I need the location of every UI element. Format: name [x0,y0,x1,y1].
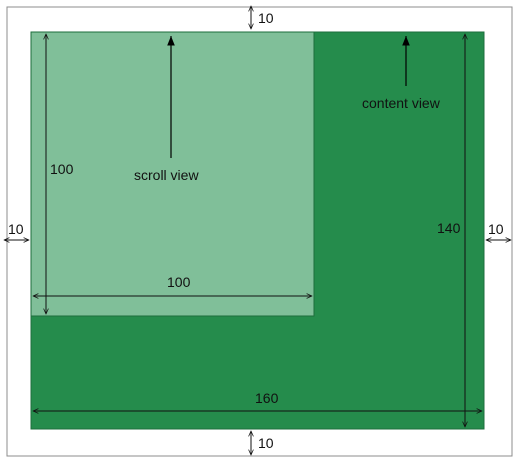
left-margin-label: 10 [8,221,24,237]
bottom-margin-label: 10 [258,435,274,451]
content-view-label: content view [362,95,441,111]
content-width-label: 160 [255,390,279,406]
scroll-view-label: scroll view [134,167,199,183]
top-margin-label: 10 [258,10,274,26]
scroll-view-rect [30,31,315,317]
content-height-label: 140 [437,220,461,236]
right-margin-label: 10 [488,221,504,237]
scroll-width-label: 100 [167,274,191,290]
scroll-height-label: 100 [50,161,74,177]
